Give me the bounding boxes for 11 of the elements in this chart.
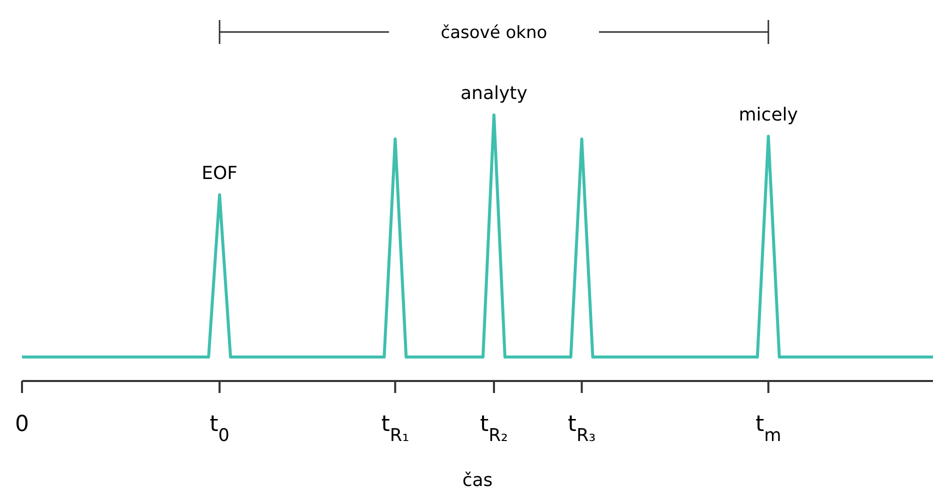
text: časové okno bbox=[440, 23, 548, 43]
x-tick-label: 0 bbox=[15, 412, 29, 437]
annotation: EOF bbox=[202, 162, 238, 184]
x-tick-label: t$_{m}$ bbox=[755, 412, 782, 446]
annotation: micely bbox=[738, 104, 798, 126]
annotation: analyty bbox=[460, 83, 528, 104]
x-tick-label: t$_{R₁}$ bbox=[381, 412, 410, 446]
x-tick-label: t$_{R₂}$ bbox=[480, 412, 508, 446]
x-tick-label: t$_{R₃}$ bbox=[568, 412, 596, 446]
x-axis-title: čas bbox=[462, 470, 493, 491]
x-tick-label: t$_{0}$ bbox=[210, 412, 230, 446]
